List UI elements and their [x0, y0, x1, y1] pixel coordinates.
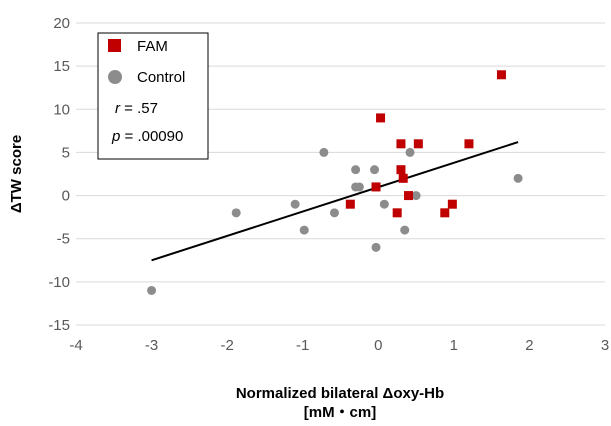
trendline-group	[151, 141, 519, 262]
data-point-control	[329, 208, 339, 218]
annotation-p-value: = .00090	[120, 128, 183, 145]
y-tick-label: 10	[53, 101, 70, 118]
data-point-fam	[396, 165, 406, 175]
trendline	[151, 141, 519, 262]
y-axis-title: ΔTW score	[8, 135, 25, 213]
y-tick-label: -5	[57, 231, 70, 248]
legend-marker-fam	[108, 39, 121, 52]
data-point-control	[351, 165, 361, 175]
y-tick-label: 5	[62, 144, 70, 161]
data-point-fam	[376, 113, 386, 123]
annotation-p-label: p	[111, 128, 120, 145]
data-point-control	[400, 225, 410, 235]
annotation-r-label: r	[115, 100, 121, 117]
data-point-fam	[398, 173, 408, 183]
data-point-control	[299, 225, 309, 235]
data-point-control	[371, 242, 381, 252]
y-tick-label: -10	[48, 274, 70, 291]
y-tick-label: -15	[48, 317, 70, 334]
data-point-control	[513, 173, 523, 183]
legend-label-fam: FAM	[137, 38, 168, 55]
data-point-fam	[440, 208, 450, 218]
y-tick-label: 15	[53, 58, 70, 75]
x-tick-labels: -4 -3 -2 -1 0 1 2 3	[69, 337, 609, 354]
annotation-r: r = .57	[115, 100, 158, 117]
x-tick-label: 1	[450, 337, 458, 354]
y-tick-label: 20	[53, 15, 70, 32]
data-point-control	[405, 147, 415, 157]
x-tick-label: -3	[145, 337, 158, 354]
data-point-control	[354, 182, 364, 192]
y-tick-label: 0	[62, 188, 70, 205]
legend: FAM Control r = .57 p = .00090	[97, 32, 209, 160]
data-point-control	[319, 147, 329, 157]
annotation-p: p = .00090	[111, 128, 183, 145]
data-point-control	[147, 285, 157, 295]
data-point-fam	[392, 208, 402, 218]
data-point-control	[411, 191, 421, 201]
data-point-fam	[496, 70, 506, 80]
x-tick-label: 2	[525, 337, 533, 354]
data-points	[147, 70, 523, 295]
x-tick-label: -2	[220, 337, 233, 354]
annotation-r-value: = .57	[120, 100, 158, 117]
data-point-fam	[396, 139, 406, 149]
data-point-control	[290, 199, 300, 209]
legend-marker-control	[108, 70, 122, 84]
data-point-fam	[404, 191, 414, 201]
data-point-fam	[413, 139, 423, 149]
x-tick-label: -4	[69, 337, 82, 354]
data-point-control	[370, 165, 380, 175]
x-tick-label: 0	[374, 337, 382, 354]
legend-label-control: Control	[137, 69, 185, 86]
x-axis-title: Normalized bilateral Δoxy-Hb	[236, 385, 444, 402]
x-tick-label: -1	[296, 337, 309, 354]
data-point-control	[231, 208, 241, 218]
data-point-fam	[464, 139, 474, 149]
x-tick-label: 3	[601, 337, 609, 354]
x-axis-title-unit: [mM・cm]	[304, 404, 377, 421]
data-point-fam	[447, 199, 457, 209]
data-point-fam	[371, 182, 381, 192]
data-point-control	[379, 199, 389, 209]
data-point-fam	[345, 199, 355, 209]
y-tick-labels: -15 -10 -5 0 5 10 15 20	[48, 15, 70, 334]
legend-box	[97, 32, 209, 160]
